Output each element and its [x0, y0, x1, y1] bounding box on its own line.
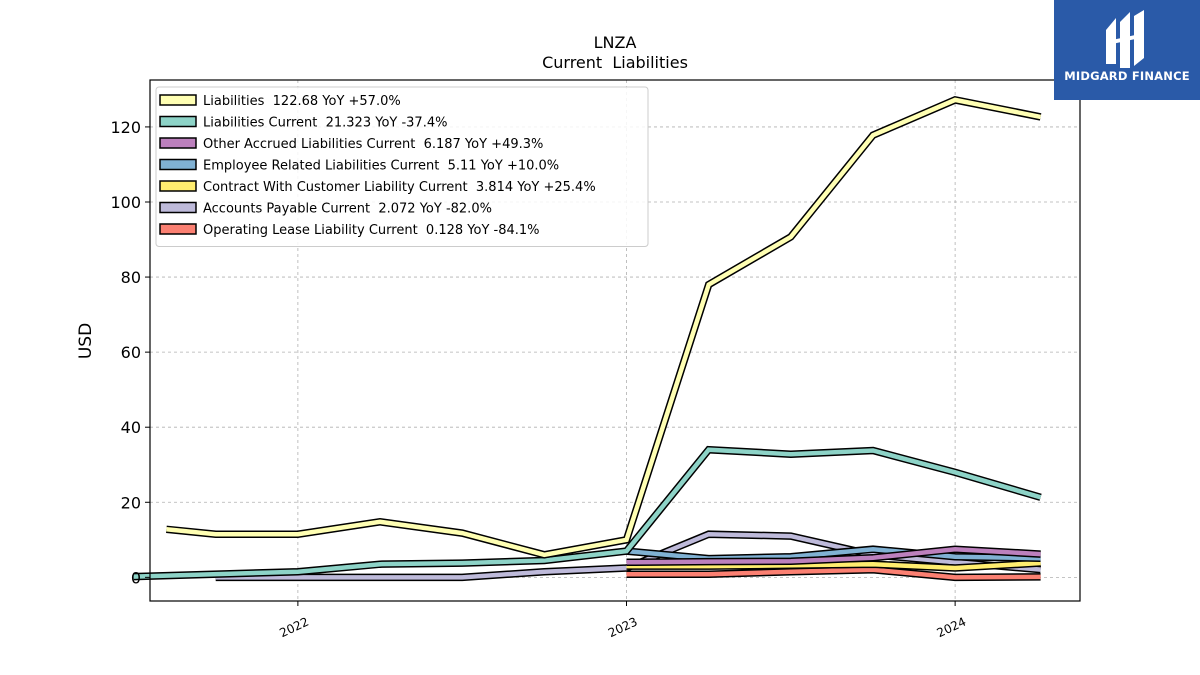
y-axis: 0 20 40 60 80 100 120: [110, 118, 150, 587]
series-line: [626, 559, 1041, 572]
series-line: [166, 95, 1042, 559]
legend-swatch: [159, 137, 197, 149]
y-tick-label: 60: [121, 343, 141, 362]
series-line: [626, 545, 1041, 563]
chart-subtitle: Current Liabilities: [542, 53, 688, 72]
legend-item: Contract With Customer Liability Current…: [159, 180, 596, 195]
legend-swatch: [159, 223, 197, 235]
legend-label: Operating Lease Liability Current 0.128 …: [203, 223, 540, 238]
legend-item: Employee Related Liabilities Current 5.1…: [159, 158, 559, 174]
series-line: [626, 545, 1041, 567]
y-tick-label: 120: [110, 118, 141, 137]
legend-box: [155, 86, 649, 247]
y-tick-label: 20: [121, 493, 141, 512]
y-axis-label: USD: [76, 323, 96, 359]
legend-label: Liabilities 122.68 YoY +57.0%: [203, 94, 401, 109]
x-tick-label: 2022: [277, 615, 311, 641]
legend-swatch: [159, 180, 197, 192]
y-tick-label: 80: [121, 268, 141, 287]
midgard-logo-icon: [1106, 10, 1144, 68]
y-tick-label: 100: [110, 193, 141, 212]
series-line: [626, 566, 1041, 582]
legend-label: Contract With Customer Liability Current…: [203, 180, 596, 195]
legend: Liabilities 122.68 YoY +57.0% Liabilities…: [155, 86, 649, 247]
legend-item: Other Accrued Liabilities Current 6.187 …: [159, 137, 543, 152]
legend-item: Accounts Payable Current 2.072 YoY -82.0…: [159, 201, 492, 217]
legend-label: Other Accrued Liabilities Current 6.187 …: [203, 137, 543, 152]
legend-swatch: [159, 94, 197, 106]
legend-item: Operating Lease Liability Current 0.128 …: [159, 223, 540, 238]
legend-swatch: [159, 158, 197, 171]
y-tick-label: 40: [121, 418, 141, 437]
legend-swatch: [159, 115, 197, 128]
series-layer: [133, 95, 1042, 582]
legend-label: Liabilities Current 21.323 YoY -37.4%: [203, 116, 447, 131]
chart-title: LNZA: [594, 33, 637, 52]
x-tick-label: 2023: [606, 615, 640, 641]
legend-swatch: [159, 201, 197, 214]
legend-item: Liabilities 122.68 YoY +57.0%: [159, 94, 401, 109]
brand-name: MIDGARD FINANCE: [1064, 69, 1190, 83]
x-axis: 2022 2023 2024: [277, 601, 968, 640]
legend-label: Accounts Payable Current 2.072 YoY -82.0…: [203, 202, 492, 217]
brand-logo: MIDGARD FINANCE: [1054, 0, 1200, 100]
legend-item: Liabilities Current 21.323 YoY -37.4%: [159, 115, 447, 131]
series-line: [133, 445, 1042, 581]
legend-label: Employee Related Liabilities Current 5.1…: [203, 159, 559, 174]
x-tick-label: 2024: [935, 615, 969, 641]
plot-frame: [149, 79, 1081, 602]
y-tick-label: 0: [131, 568, 141, 587]
